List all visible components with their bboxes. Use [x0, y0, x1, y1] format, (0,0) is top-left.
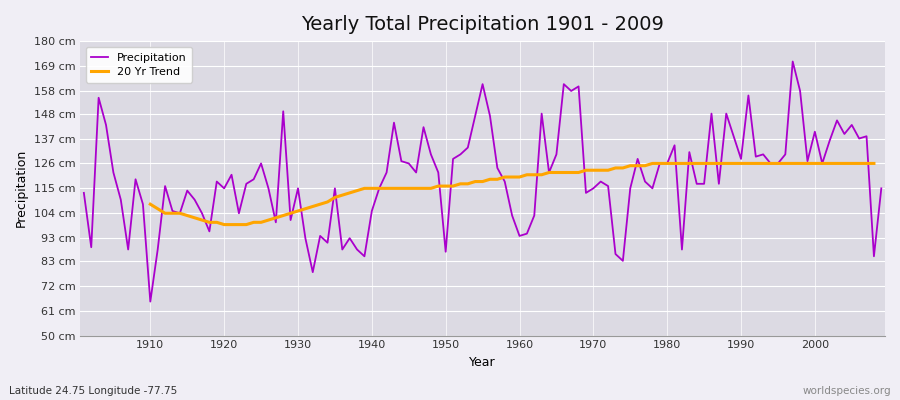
- Text: worldspecies.org: worldspecies.org: [803, 386, 891, 396]
- 20 Yr Trend: [868, 161, 879, 166]
- 20 Yr Trend: [536, 172, 547, 177]
- Precipitation: [788, 59, 798, 64]
- 20 Yr Trend: [728, 161, 739, 166]
- Precipitation: [514, 234, 525, 238]
- 20 Yr Trend: [322, 200, 333, 204]
- Precipitation: [145, 299, 156, 304]
- 20 Yr Trend: [647, 161, 658, 166]
- Precipitation: [308, 270, 319, 274]
- Precipitation: [610, 252, 621, 256]
- 20 Yr Trend: [145, 202, 156, 207]
- 20 Yr Trend: [514, 175, 525, 180]
- Precipitation: [521, 231, 532, 236]
- 20 Yr Trend: [345, 190, 356, 195]
- Title: Yearly Total Precipitation 1901 - 2009: Yearly Total Precipitation 1901 - 2009: [302, 15, 664, 34]
- Precipitation: [876, 186, 886, 191]
- Precipitation: [138, 202, 148, 207]
- Precipitation: [352, 247, 363, 252]
- Y-axis label: Precipitation: Precipitation: [15, 149, 28, 228]
- Text: Latitude 24.75 Longitude -77.75: Latitude 24.75 Longitude -77.75: [9, 386, 177, 396]
- X-axis label: Year: Year: [469, 356, 496, 369]
- Line: 20 Yr Trend: 20 Yr Trend: [150, 164, 874, 224]
- Legend: Precipitation, 20 Yr Trend: Precipitation, 20 Yr Trend: [86, 47, 192, 83]
- Line: Precipitation: Precipitation: [84, 62, 881, 302]
- 20 Yr Trend: [219, 222, 230, 227]
- 20 Yr Trend: [374, 186, 384, 191]
- Precipitation: [78, 190, 89, 195]
